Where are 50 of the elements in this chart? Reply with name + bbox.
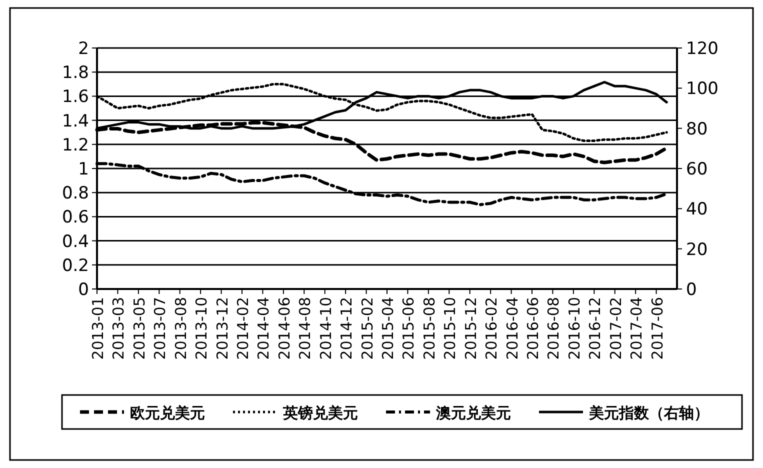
y2-tick-label: 60: [686, 160, 708, 180]
x-tick-label: 2017-04: [628, 297, 646, 360]
y-tick-label: 1.8: [62, 63, 89, 84]
y-tick-label: 0: [78, 280, 89, 300]
x-tick-label: 2015-06: [400, 297, 418, 360]
x-tick-label: 2013-08: [172, 297, 190, 360]
x-tick-label: 2016-06: [524, 297, 542, 360]
x-tick-label: 2016-08: [544, 297, 563, 360]
y-tick-label: 2: [78, 39, 89, 59]
x-tick-label: 2015-04: [379, 297, 397, 360]
y2-tick-label: 100: [686, 79, 718, 100]
x-tick-label: 2017-06: [648, 297, 666, 360]
y2-tick-label: 120: [686, 39, 718, 59]
x-tick-label: 2013-12: [213, 297, 232, 360]
legend-label: 美元指数（右轴）: [588, 404, 709, 422]
x-tick-label: 2016-12: [586, 297, 604, 360]
x-tick-label: 2016-04: [503, 297, 522, 360]
x-tick-label: 2014-12: [338, 297, 356, 360]
y-tick-label: 1.2: [62, 135, 89, 156]
x-tick-label: 2015-08: [420, 297, 438, 360]
x-tick-label: 2014-10: [316, 297, 335, 360]
x-tick-label: 2016-10: [565, 297, 584, 360]
y2-tick-label: 40: [686, 200, 708, 220]
x-tick-label: 2014-02: [234, 297, 252, 360]
x-tick-label: 2013-01: [89, 297, 107, 360]
x-tick-label: 2015-02: [358, 297, 376, 360]
x-tick-label: 2013-03: [110, 297, 128, 360]
legend-label: 欧元兑美元: [130, 404, 205, 422]
x-tick-label: 2014-04: [254, 297, 273, 360]
y-tick-label: 1.6: [62, 87, 89, 108]
x-tick-label: 2013-05: [130, 297, 148, 360]
x-tick-label: 2015-10: [441, 297, 460, 360]
x-tick-label: 2014-06: [275, 297, 294, 360]
y-tick-label: 1: [78, 160, 89, 180]
legend-label: 澳元兑美元: [435, 404, 511, 422]
x-tick-label: 2016-02: [482, 297, 501, 360]
y-tick-label: 1.4: [62, 111, 89, 132]
x-tick-label: 2017-02: [606, 297, 625, 360]
y2-tick-label: 0: [686, 280, 697, 300]
x-tick-label: 2015-12: [462, 297, 480, 360]
y-tick-label: 0.4: [62, 232, 89, 252]
y-tick-label: 0.2: [62, 256, 89, 276]
y-tick-label: 0.8: [62, 184, 89, 204]
y2-tick-label: 80: [686, 119, 708, 140]
y2-tick-label: 20: [686, 240, 708, 260]
x-tick-label: 2013-07: [151, 297, 170, 360]
x-tick-label: 2014-08: [296, 297, 314, 360]
legend-label: 英镑兑美元: [282, 404, 358, 422]
x-tick-label: 2013-10: [192, 297, 211, 360]
y-tick-label: 0.6: [62, 208, 89, 228]
